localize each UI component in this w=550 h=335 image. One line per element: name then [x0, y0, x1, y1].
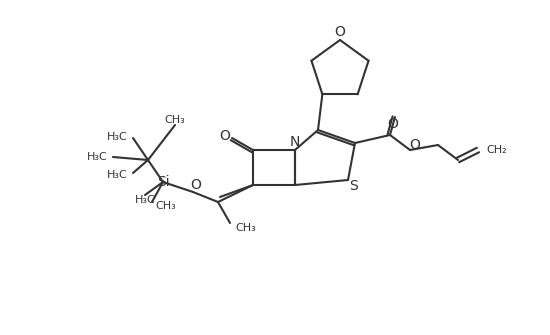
Text: CH₃: CH₃: [155, 201, 176, 211]
Text: H₃C: H₃C: [87, 152, 108, 162]
Text: N: N: [290, 135, 300, 149]
Text: O: O: [388, 117, 398, 131]
Text: CH₃: CH₃: [164, 115, 185, 125]
Text: H₃C: H₃C: [107, 170, 128, 180]
Text: H₃C: H₃C: [135, 195, 155, 205]
Text: O: O: [190, 178, 201, 192]
Text: Si: Si: [157, 175, 169, 189]
Text: O: O: [334, 25, 345, 39]
Text: CH₃: CH₃: [235, 223, 256, 233]
Text: S: S: [350, 179, 359, 193]
Text: H₃C: H₃C: [107, 132, 128, 142]
Text: O: O: [410, 138, 420, 152]
Text: CH₂: CH₂: [486, 145, 507, 155]
Text: O: O: [219, 129, 230, 143]
